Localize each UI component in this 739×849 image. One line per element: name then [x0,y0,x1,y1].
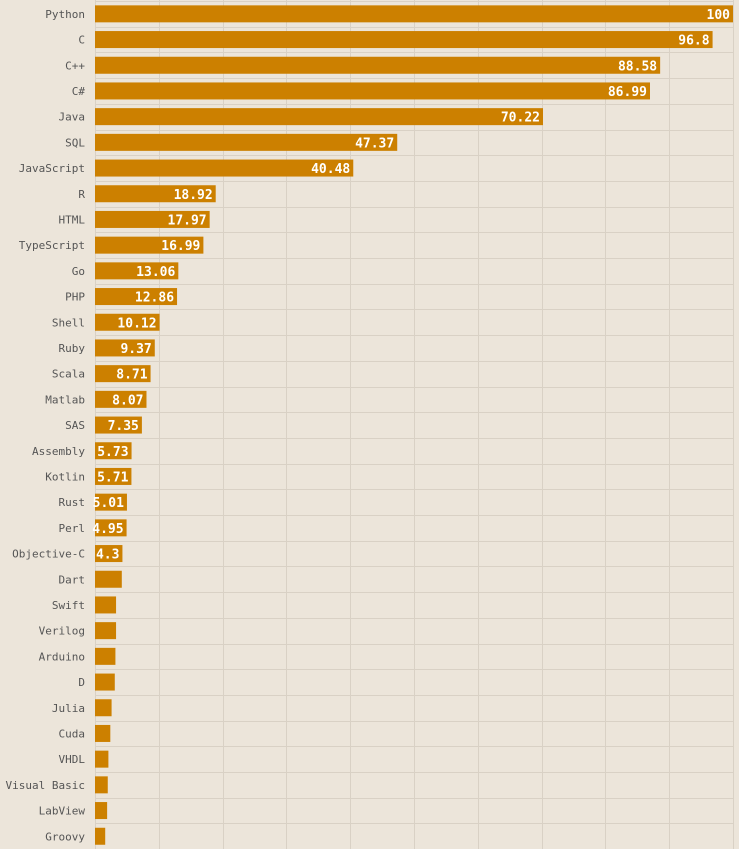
data-label: 16.99 [161,239,200,254]
data-label: 5.71 [97,470,128,485]
y-tick-label: PHP [65,291,85,304]
y-tick-label: Kotlin [45,470,85,483]
bar [95,288,178,306]
bar [95,185,216,203]
y-tick-label: Verilog [39,625,85,638]
bar [95,596,117,614]
y-tick-label: C [78,34,85,47]
y-tick-label: Java [59,111,86,124]
y-tick-label: R [78,188,85,201]
bar [95,570,122,588]
y-tick-label: Swift [52,599,85,612]
bar [95,210,210,228]
y-tick-label: TypeScript [19,239,85,252]
data-label: 96.8 [678,34,709,49]
y-tick-label: Matlab [45,393,85,406]
bar [95,339,155,357]
bar [95,133,398,151]
data-label: 86.99 [608,85,647,100]
data-label: 8.71 [116,368,147,383]
bar [95,262,179,280]
y-tick-label: Shell [52,316,85,329]
bar [95,416,142,434]
bar [95,827,106,845]
data-label: 12.86 [135,291,174,306]
y-tick-label: Go [72,265,85,278]
bar [95,724,111,742]
y-tick-label: Python [45,8,85,21]
bar [95,236,204,254]
y-tick-label: Objective-C [12,548,85,561]
data-label: 88.58 [618,59,657,74]
data-label: 17.97 [168,213,207,228]
data-label: 4.3 [96,548,119,563]
y-tick-label: Visual Basic [6,779,85,792]
y-tick-label: D [78,676,85,689]
bar [95,365,151,383]
bar [95,5,733,23]
bar [95,545,123,563]
data-label: 4.95 [92,522,123,537]
bar [95,776,108,794]
bar [95,802,108,820]
data-label: 47.37 [355,136,394,151]
data-label: 9.37 [120,342,151,357]
y-tick-label: JavaScript [19,162,85,175]
bar [95,622,117,640]
bar [95,56,661,74]
bar [95,493,127,511]
bar [95,313,160,331]
bar [95,82,650,100]
bar [95,673,115,691]
bar [95,31,713,49]
y-tick-label: Dart [59,573,86,586]
data-label: 7.35 [108,419,139,434]
data-label: 100 [707,8,731,23]
data-label: 70.22 [501,111,540,126]
y-tick-label: C++ [65,59,85,72]
y-tick-label: VHDL [59,753,86,766]
y-tick-label: SQL [65,136,85,149]
data-label: 8.07 [112,393,143,408]
data-label: 13.06 [136,265,175,280]
y-tick-label: Rust [59,496,86,509]
y-tick-label: Groovy [45,830,85,843]
bar [95,390,147,408]
y-tick-label: HTML [59,213,86,226]
bar [95,442,132,460]
data-label: 18.92 [174,188,213,203]
bar [95,750,109,768]
y-tick-label: Perl [59,522,86,535]
bar [95,467,132,485]
bar [95,699,112,717]
bar [95,647,116,665]
y-tick-label: Scala [52,368,85,381]
bar [95,159,354,177]
y-tick-label: Arduino [39,650,85,663]
bar [95,108,544,126]
data-label: 10.12 [117,316,156,331]
y-tick-label: Cuda [59,727,86,740]
data-label: 5.73 [97,445,128,460]
y-tick-label: SAS [65,419,85,432]
data-label: 5.01 [93,496,124,511]
y-tick-label: LabView [39,805,86,818]
y-tick-label: Julia [52,702,85,715]
y-tick-label: Assembly [32,445,85,458]
y-tick-label: C# [72,85,86,98]
data-label: 40.48 [311,162,350,177]
y-tick-label: Ruby [59,342,86,355]
bar [95,519,127,537]
